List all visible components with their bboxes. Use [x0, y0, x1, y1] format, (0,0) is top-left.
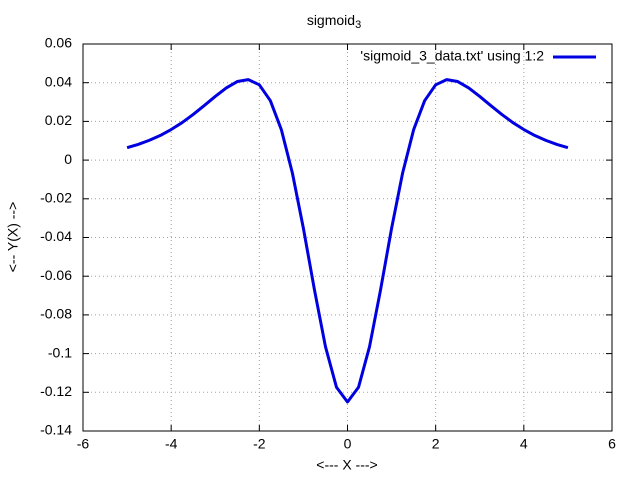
- plot-border: [82, 43, 613, 432]
- y-tick-label: -0.14: [40, 422, 72, 438]
- y-tick-label: 0.04: [45, 73, 72, 89]
- x-tick-label: -2: [253, 436, 266, 452]
- x-tick-label: 0: [344, 436, 352, 452]
- legend-label: 'sigmoid_3_data.txt' using 1:2: [360, 48, 544, 64]
- title-subscript: 3: [355, 19, 361, 31]
- y-tick-label: -0.04: [40, 228, 72, 244]
- x-axis-label: <--- X --->: [316, 457, 377, 473]
- y-tick-label: -0.08: [40, 306, 72, 322]
- y-tick-label: 0.06: [45, 35, 72, 51]
- y-tick-label: -0.02: [40, 190, 72, 206]
- y-tick-label: 0.02: [45, 112, 72, 128]
- x-tick-label: -6: [77, 436, 90, 452]
- title-text: sigmoid: [307, 12, 355, 28]
- y-tick-label: 0: [64, 151, 72, 167]
- x-tick-label: 2: [432, 436, 440, 452]
- data-line: [126, 78, 569, 404]
- y-tick-label: -0.1: [48, 344, 72, 360]
- y-axis-label: <-- Y(X) -->: [5, 202, 21, 273]
- chart-title: sigmoid3: [307, 12, 361, 31]
- y-tick-label: -0.06: [40, 267, 72, 283]
- x-tick-label: 6: [608, 436, 616, 452]
- y-tick-label: -0.12: [40, 383, 72, 399]
- x-tick-label: -4: [165, 436, 178, 452]
- x-tick-label: 4: [520, 436, 528, 452]
